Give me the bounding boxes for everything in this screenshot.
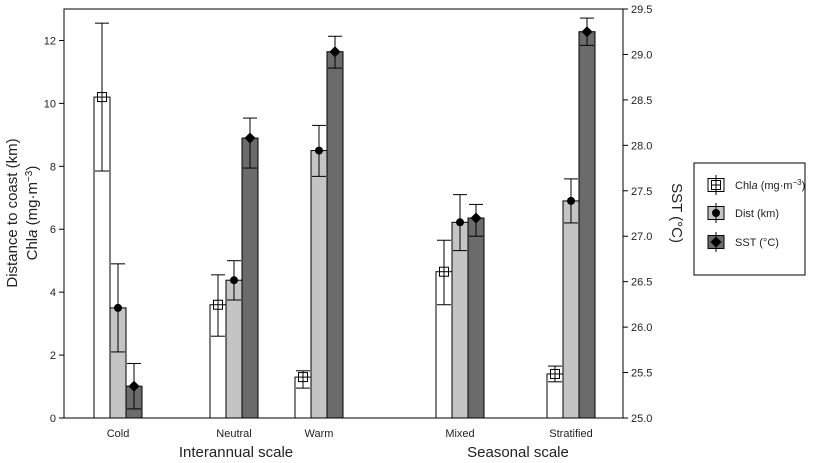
legend-label: Chla (mg·m−3) <box>735 178 805 193</box>
point-marker <box>329 46 341 58</box>
point-marker <box>550 368 560 379</box>
left-tick-label: 8 <box>50 161 56 173</box>
legend-marker <box>712 209 720 217</box>
legend-label-part: a <box>752 180 758 192</box>
point-marker <box>439 266 449 277</box>
axis-title-part: Chl <box>24 238 41 261</box>
category-label: Cold <box>107 428 130 440</box>
left-tick-label: 2 <box>50 350 56 362</box>
axis-title-part: a <box>24 230 41 238</box>
point-marker <box>97 92 107 103</box>
left-axis-title-line1: Distance to coast (km) <box>4 138 21 287</box>
axis-title-part: (mg·m <box>24 182 41 230</box>
point-marker <box>244 132 256 144</box>
bar <box>241 137 259 419</box>
left-tick-label: 4 <box>50 287 56 299</box>
right-tick-label: 29.5 <box>631 4 652 16</box>
group-label: Interannual scale <box>179 444 293 461</box>
left-tick-label: 0 <box>50 413 56 425</box>
right-tick-label: 26.0 <box>631 322 652 334</box>
right-tick-label: 25.0 <box>631 413 652 425</box>
category-label: Stratified <box>549 428 592 440</box>
point-marker <box>213 299 223 310</box>
right-tick-label: 29.0 <box>631 49 652 61</box>
legend-label: SST (°C) <box>735 237 779 249</box>
point-marker <box>470 212 482 224</box>
point-marker <box>315 146 323 155</box>
point-marker <box>581 26 593 38</box>
point-marker <box>230 276 238 285</box>
legend-marker <box>710 236 722 248</box>
point-marker <box>298 372 308 383</box>
point-marker <box>567 196 575 205</box>
right-tick-label: 26.5 <box>631 277 652 289</box>
axis-title-part: −3 <box>24 170 35 182</box>
category-label: Mixed <box>445 428 474 440</box>
right-tick-label: 27.0 <box>631 231 652 243</box>
group-label: Seasonal scale <box>467 444 569 461</box>
bar <box>562 200 580 419</box>
point-marker <box>128 380 140 392</box>
legend-label: Dist (km) <box>735 208 779 220</box>
left-tick-label: 6 <box>50 224 56 236</box>
category-label: Warm <box>305 428 334 440</box>
bar <box>578 31 596 419</box>
legend-marker <box>711 180 721 190</box>
right-tick-label: 25.5 <box>631 368 652 380</box>
category-label: Neutral <box>216 428 251 440</box>
point-marker <box>114 303 122 312</box>
right-axis-title: SST (°C) <box>668 183 685 243</box>
bar <box>310 150 328 419</box>
bar <box>225 279 243 419</box>
point-marker <box>456 218 464 227</box>
legend-label-part: Chl <box>735 180 752 192</box>
legend-label-part: (mg·m <box>758 180 793 192</box>
left-axis-title-line2: Chla (mg·m−3) <box>24 166 42 261</box>
bar <box>326 51 344 419</box>
axis-title-part: ) <box>24 166 41 171</box>
right-tick-label: 27.5 <box>631 186 652 198</box>
legend-label-part: −3 <box>792 178 802 187</box>
bar <box>467 217 485 419</box>
bar <box>451 221 469 419</box>
right-tick-label: 28.5 <box>631 95 652 107</box>
right-tick-label: 28.0 <box>631 140 652 152</box>
left-tick-label: 10 <box>44 98 56 110</box>
left-tick-label: 12 <box>44 35 56 47</box>
legend-label-part: ) <box>802 180 806 192</box>
